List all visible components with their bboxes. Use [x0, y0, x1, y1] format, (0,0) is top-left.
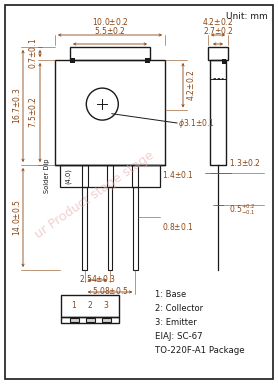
Text: Solder Dip: Solder Dip: [44, 159, 50, 193]
Bar: [101, 318, 110, 322]
Text: 10.0$\pm$0.2: 10.0$\pm$0.2: [92, 16, 128, 27]
Text: 4.2$\pm$0.2: 4.2$\pm$0.2: [202, 16, 234, 27]
Bar: [210, 60, 226, 165]
Text: (4.0): (4.0): [65, 168, 71, 184]
Text: 1: Base: 1: Base: [155, 290, 186, 299]
Bar: [86, 318, 95, 322]
Bar: [133, 187, 138, 270]
Text: Unit: mm: Unit: mm: [226, 12, 268, 21]
Bar: [208, 47, 228, 60]
Bar: [70, 318, 78, 322]
Text: 1.3$\pm$0.2: 1.3$\pm$0.2: [229, 157, 260, 168]
Text: 0.5$^{+0.2}_{-0.1}$: 0.5$^{+0.2}_{-0.1}$: [229, 202, 256, 217]
Text: 2: Collector: 2: Collector: [155, 304, 203, 313]
Text: 2.7$\pm$0.2: 2.7$\pm$0.2: [203, 25, 234, 36]
Bar: [132, 165, 138, 187]
Bar: [145, 58, 150, 63]
Text: 0.7$\pm$0.1: 0.7$\pm$0.1: [28, 38, 38, 69]
Bar: [55, 60, 165, 165]
Bar: [82, 165, 88, 187]
Text: ur Product stage stage: ur Product stage stage: [33, 149, 157, 241]
Text: $\phi$3.1$\pm$0.1: $\phi$3.1$\pm$0.1: [178, 116, 215, 129]
Bar: [83, 187, 87, 270]
Bar: [60, 165, 160, 187]
Bar: [222, 59, 226, 64]
Bar: [70, 58, 75, 63]
Bar: [107, 165, 113, 187]
Text: EIAJ: SC-67: EIAJ: SC-67: [155, 332, 203, 341]
Text: 4.2$\pm$0.2: 4.2$\pm$0.2: [185, 70, 195, 101]
Text: 7.5$\pm$0.2: 7.5$\pm$0.2: [28, 97, 38, 128]
Bar: [61, 295, 119, 317]
Text: 5.5$\pm$0.2: 5.5$\pm$0.2: [94, 25, 126, 36]
Text: 0.8$\pm$0.1: 0.8$\pm$0.1: [162, 221, 193, 232]
Bar: [70, 47, 150, 60]
Text: 2: 2: [88, 301, 92, 311]
Text: TO-220F-A1 Package: TO-220F-A1 Package: [155, 346, 245, 355]
Text: 3: Emitter: 3: Emitter: [155, 318, 197, 327]
Text: 2.54$\pm$0.3: 2.54$\pm$0.3: [79, 273, 116, 284]
Text: 1.4$\pm$0.1: 1.4$\pm$0.1: [162, 169, 194, 180]
Text: 14.0$\pm$0.5: 14.0$\pm$0.5: [11, 199, 21, 236]
Bar: [61, 317, 119, 323]
Text: 5.08$\pm$0.5: 5.08$\pm$0.5: [91, 285, 128, 296]
Text: 3: 3: [104, 301, 108, 311]
Text: 16.7$\pm$0.3: 16.7$\pm$0.3: [11, 88, 21, 124]
Text: 1: 1: [72, 301, 76, 311]
Bar: [108, 187, 112, 270]
